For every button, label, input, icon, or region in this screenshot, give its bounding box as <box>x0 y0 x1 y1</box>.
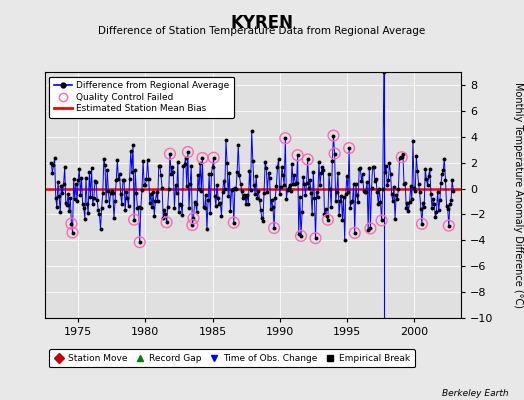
Point <box>184 149 192 155</box>
Point <box>418 221 426 227</box>
Point <box>366 225 375 232</box>
Point <box>311 235 320 241</box>
Legend: Difference from Regional Average, Quality Control Failed, Estimated Station Mean: Difference from Regional Average, Qualit… <box>49 76 234 118</box>
Text: Difference of Station Temperature Data from Regional Average: Difference of Station Temperature Data f… <box>99 26 425 36</box>
Point <box>230 219 238 226</box>
Point <box>331 150 339 157</box>
Text: Berkeley Earth: Berkeley Earth <box>442 389 508 398</box>
Point <box>377 217 386 224</box>
Point <box>136 239 144 246</box>
Point <box>293 152 302 158</box>
Point <box>67 220 75 227</box>
Point <box>329 132 337 139</box>
Point <box>345 145 353 151</box>
Point <box>351 230 359 236</box>
Point <box>166 150 174 157</box>
Point <box>297 233 305 239</box>
Point <box>270 225 278 231</box>
Point <box>188 222 196 228</box>
Point <box>162 219 171 226</box>
Point <box>130 216 138 223</box>
Point <box>303 156 312 163</box>
Point <box>281 135 289 141</box>
Point <box>210 154 218 161</box>
Point <box>444 222 453 229</box>
Legend: Station Move, Record Gap, Time of Obs. Change, Empirical Break: Station Move, Record Gap, Time of Obs. C… <box>49 350 415 368</box>
Point <box>198 155 206 161</box>
Text: KYREN: KYREN <box>231 14 293 32</box>
Point <box>189 215 198 222</box>
Y-axis label: Monthly Temperature Anomaly Difference (°C): Monthly Temperature Anomaly Difference (… <box>513 82 523 308</box>
Point <box>68 229 77 236</box>
Point <box>324 216 332 223</box>
Point <box>398 154 406 160</box>
